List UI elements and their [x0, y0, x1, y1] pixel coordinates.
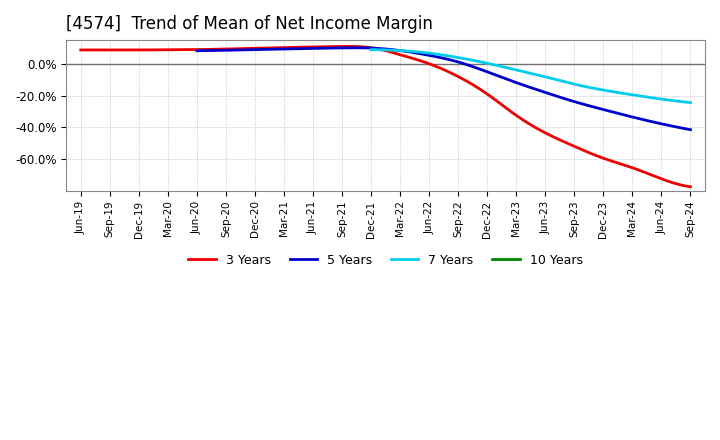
Text: [4574]  Trend of Mean of Net Income Margin: [4574] Trend of Mean of Net Income Margi… [66, 15, 433, 33]
Legend: 3 Years, 5 Years, 7 Years, 10 Years: 3 Years, 5 Years, 7 Years, 10 Years [184, 249, 588, 272]
